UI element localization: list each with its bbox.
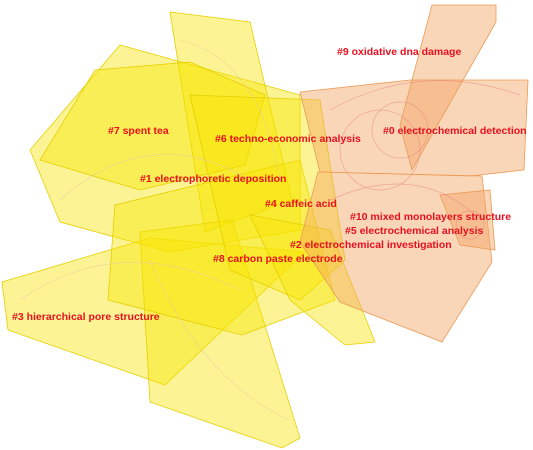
link [179,39,281,181]
cluster-area [189,94,346,301]
cluster-label: #4 caffeic acid [265,198,337,210]
cluster-area [299,171,493,343]
cluster-label: #7 spent tea [108,125,169,137]
cluster-area [249,214,376,346]
link [59,154,251,201]
cluster-areas [1,4,529,449]
cluster-label: #5 electrochemical analysis [345,225,483,237]
cluster-label: #1 electrophoretic deposition [140,173,286,185]
link [19,262,241,301]
link [329,183,481,221]
link [329,80,521,111]
cluster-area [39,61,266,191]
cluster-label: #8 carbon paste electrode [213,253,343,265]
link [149,259,291,421]
cluster-label: #9 oxidative dna damage [337,46,461,58]
link [339,109,421,191]
cluster-area [439,189,496,251]
cluster-label: #10 mixed monolayers structure [350,211,511,223]
link [371,101,429,159]
cluster-labels: #9 oxidative dna damage #0 electrochemic… [12,46,527,323]
cluster-area [139,219,301,449]
cluster-label: #6 techno-economic analysis [215,133,361,145]
cluster-label: #3 hierarchical pore structure [12,311,160,323]
cluster-area [107,159,336,336]
cluster-label: #2 electrochemical investigation [290,239,452,251]
cluster-area [399,4,497,172]
cluster-label: #0 electrochemical detection [383,125,527,137]
citation-links [19,39,521,421]
